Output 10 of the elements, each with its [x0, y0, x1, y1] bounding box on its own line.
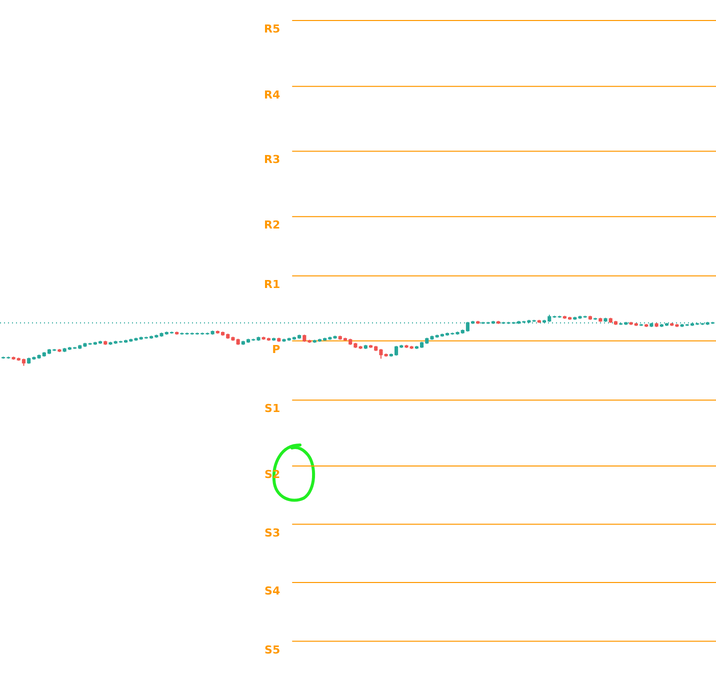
- ref-line-label: R4: [264, 88, 280, 102]
- ref-line-label: R1: [264, 278, 280, 291]
- ref-line-label: S3: [264, 526, 280, 540]
- ref-line-label: S5: [264, 643, 280, 656]
- ref-line-label: R5: [264, 22, 280, 36]
- ref-line-label: S1: [264, 402, 280, 416]
- ref-line-label: S4: [264, 584, 280, 598]
- ref-line-label: P: [272, 342, 280, 356]
- ref-line-label: R3: [264, 153, 280, 166]
- ref-line-label: R2: [264, 218, 280, 232]
